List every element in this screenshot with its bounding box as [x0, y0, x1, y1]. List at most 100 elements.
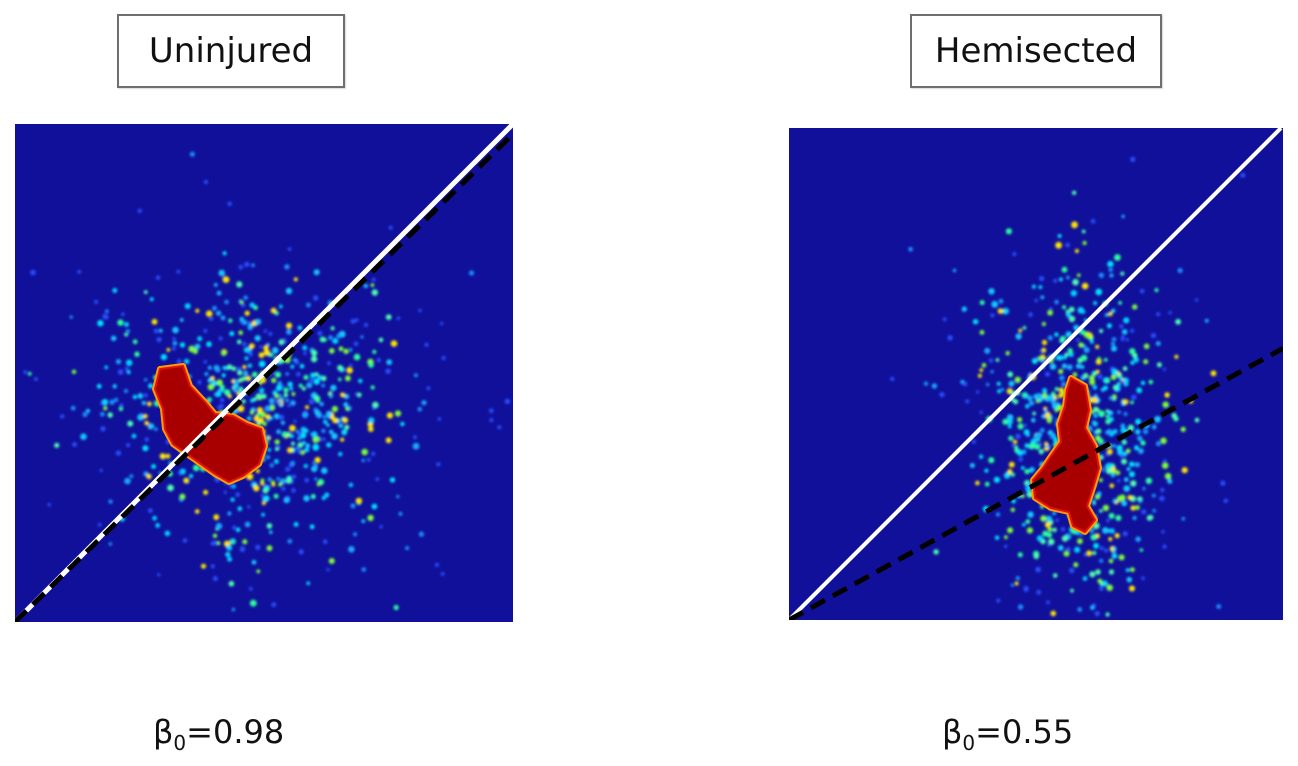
density-point	[172, 337, 176, 341]
density-point	[310, 372, 316, 379]
density-point	[418, 308, 422, 313]
density-point	[1090, 534, 1097, 541]
density-point	[179, 318, 184, 322]
density-point	[216, 379, 223, 386]
density-point	[977, 373, 982, 378]
density-point	[285, 398, 290, 403]
density-point	[440, 321, 444, 326]
density-point	[242, 364, 247, 370]
density-point	[1097, 374, 1103, 380]
density-point	[976, 390, 980, 394]
density-point	[244, 261, 250, 267]
density-point	[1014, 448, 1019, 453]
density-point	[228, 580, 235, 587]
density-point	[421, 400, 427, 406]
density-point	[1119, 324, 1124, 329]
density-point	[1081, 282, 1089, 290]
density-point	[413, 435, 417, 440]
density-point	[212, 540, 218, 546]
density-point	[152, 515, 158, 521]
density-point	[255, 544, 261, 550]
density-point	[338, 451, 343, 457]
density-point	[111, 335, 117, 341]
density-point	[327, 361, 331, 366]
density-point	[1095, 428, 1102, 435]
density-point	[123, 388, 129, 394]
density-point	[195, 308, 200, 313]
density-point	[287, 403, 291, 408]
density-point	[1134, 462, 1140, 468]
density-point	[254, 318, 262, 325]
density-point	[1080, 354, 1088, 362]
density-point	[1024, 468, 1030, 475]
density-point	[1210, 370, 1217, 377]
density-point	[238, 330, 243, 335]
density-point	[271, 482, 276, 487]
density-point	[504, 398, 511, 405]
density-point	[324, 492, 330, 498]
density-point	[1103, 358, 1108, 362]
density-point	[1175, 318, 1181, 325]
density-point	[260, 493, 264, 498]
density-point	[285, 372, 290, 376]
density-point	[249, 599, 257, 607]
density-point	[251, 263, 255, 268]
density-point	[349, 363, 353, 368]
density-point	[321, 467, 328, 475]
density-point	[1022, 325, 1027, 330]
density-point	[1039, 427, 1045, 433]
density-point	[137, 208, 142, 213]
density-point	[266, 523, 273, 529]
density-point	[1035, 399, 1040, 404]
density-point	[370, 283, 375, 287]
density-point	[207, 378, 212, 383]
density-point	[249, 410, 255, 415]
density-point	[1014, 581, 1019, 586]
density-point	[300, 426, 307, 433]
beta-subscript: 0	[962, 731, 976, 755]
density-point	[371, 289, 378, 296]
density-point	[1137, 435, 1143, 442]
density-point	[126, 369, 131, 375]
density-point	[1156, 312, 1161, 317]
density-point	[1039, 276, 1045, 282]
density-point	[148, 508, 153, 513]
density-point	[1023, 394, 1027, 399]
density-point	[426, 386, 431, 391]
density-point	[208, 316, 214, 321]
density-point	[102, 313, 108, 320]
density-point	[132, 394, 138, 400]
density-point	[290, 460, 296, 466]
density-point	[1111, 470, 1115, 475]
density-point	[489, 418, 494, 423]
density-point	[255, 469, 260, 474]
density-point	[1049, 363, 1057, 370]
density-point	[1050, 398, 1056, 405]
density-point	[306, 382, 313, 389]
density-point	[94, 299, 99, 304]
density-point	[262, 421, 267, 427]
density-point	[179, 493, 186, 500]
density-point	[1093, 301, 1098, 306]
density-point	[1051, 434, 1056, 439]
density-point	[345, 375, 351, 382]
density-point	[1092, 550, 1097, 556]
density-point	[1097, 438, 1104, 445]
density-point	[988, 288, 995, 295]
density-point	[269, 416, 273, 421]
density-point	[412, 442, 420, 450]
density-point	[1123, 317, 1130, 324]
density-point	[1078, 342, 1084, 348]
density-point	[299, 363, 305, 369]
density-point	[242, 341, 247, 347]
density-point	[312, 443, 320, 451]
density-point	[1046, 417, 1052, 424]
beta-annotation-uninjured: β0=0.98	[153, 713, 284, 755]
density-point	[996, 598, 1001, 603]
density-point	[243, 347, 250, 353]
density-point	[1121, 439, 1127, 445]
density-point	[297, 436, 302, 441]
density-point	[1017, 423, 1024, 430]
density-point	[372, 401, 379, 409]
density-point	[1073, 562, 1079, 568]
